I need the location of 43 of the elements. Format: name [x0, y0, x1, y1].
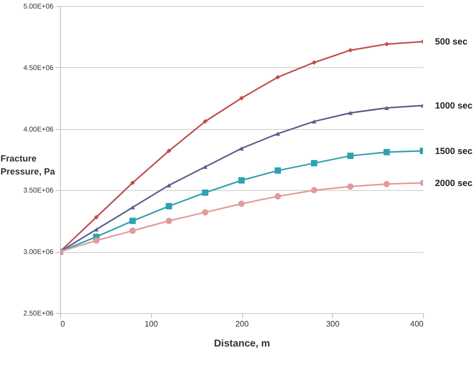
point — [239, 146, 244, 150]
point — [129, 228, 136, 234]
series-label: 2000 sec — [435, 178, 473, 188]
point — [348, 110, 353, 115]
x-tick-label: 300 — [326, 320, 340, 328]
x-tick-label: 200 — [235, 320, 250, 328]
point — [166, 183, 172, 188]
point — [202, 119, 208, 124]
point — [166, 203, 172, 210]
x-tick-label: 0 — [60, 320, 66, 328]
x-tick-label: 400 — [410, 320, 424, 328]
point — [310, 187, 318, 194]
x-tick-label: 100 — [144, 320, 158, 328]
point — [93, 237, 100, 244]
point — [275, 74, 280, 80]
point — [238, 200, 245, 207]
point — [166, 148, 172, 154]
point — [274, 193, 281, 200]
point — [202, 189, 208, 196]
point — [384, 180, 390, 188]
point — [94, 214, 99, 220]
point — [384, 148, 390, 156]
point — [312, 119, 316, 124]
point — [202, 164, 208, 169]
x-axis-title: Distance, m — [214, 338, 270, 350]
point — [347, 152, 354, 159]
point — [310, 160, 318, 166]
point — [347, 183, 354, 190]
point — [312, 60, 316, 65]
point — [238, 177, 245, 184]
point — [130, 180, 135, 186]
point — [202, 209, 208, 216]
series-label: 1500 sec — [435, 146, 473, 156]
point — [384, 106, 390, 110]
point — [348, 48, 353, 53]
point — [239, 96, 244, 100]
point — [166, 218, 172, 224]
point — [274, 167, 281, 174]
series-label: 500 sec — [435, 36, 468, 47]
point — [130, 205, 135, 210]
series-label: 1000 sec — [435, 100, 473, 110]
point — [129, 218, 136, 224]
y-axis-title: Fracture Pressure, Pa — [0, 154, 56, 176]
